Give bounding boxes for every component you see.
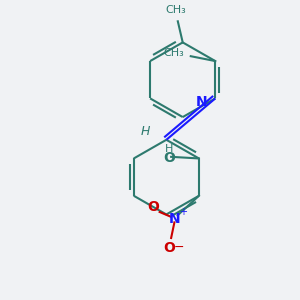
Text: CH₃: CH₃ bbox=[164, 48, 184, 58]
Text: O: O bbox=[147, 200, 159, 214]
Text: H: H bbox=[140, 125, 150, 138]
Text: O: O bbox=[164, 241, 175, 255]
Text: N: N bbox=[169, 212, 180, 226]
Text: N: N bbox=[196, 94, 207, 109]
Text: CH₃: CH₃ bbox=[166, 5, 187, 15]
Text: O: O bbox=[164, 152, 175, 166]
Text: +: + bbox=[178, 207, 187, 217]
Text: H: H bbox=[165, 144, 174, 154]
Text: −: − bbox=[174, 241, 184, 254]
